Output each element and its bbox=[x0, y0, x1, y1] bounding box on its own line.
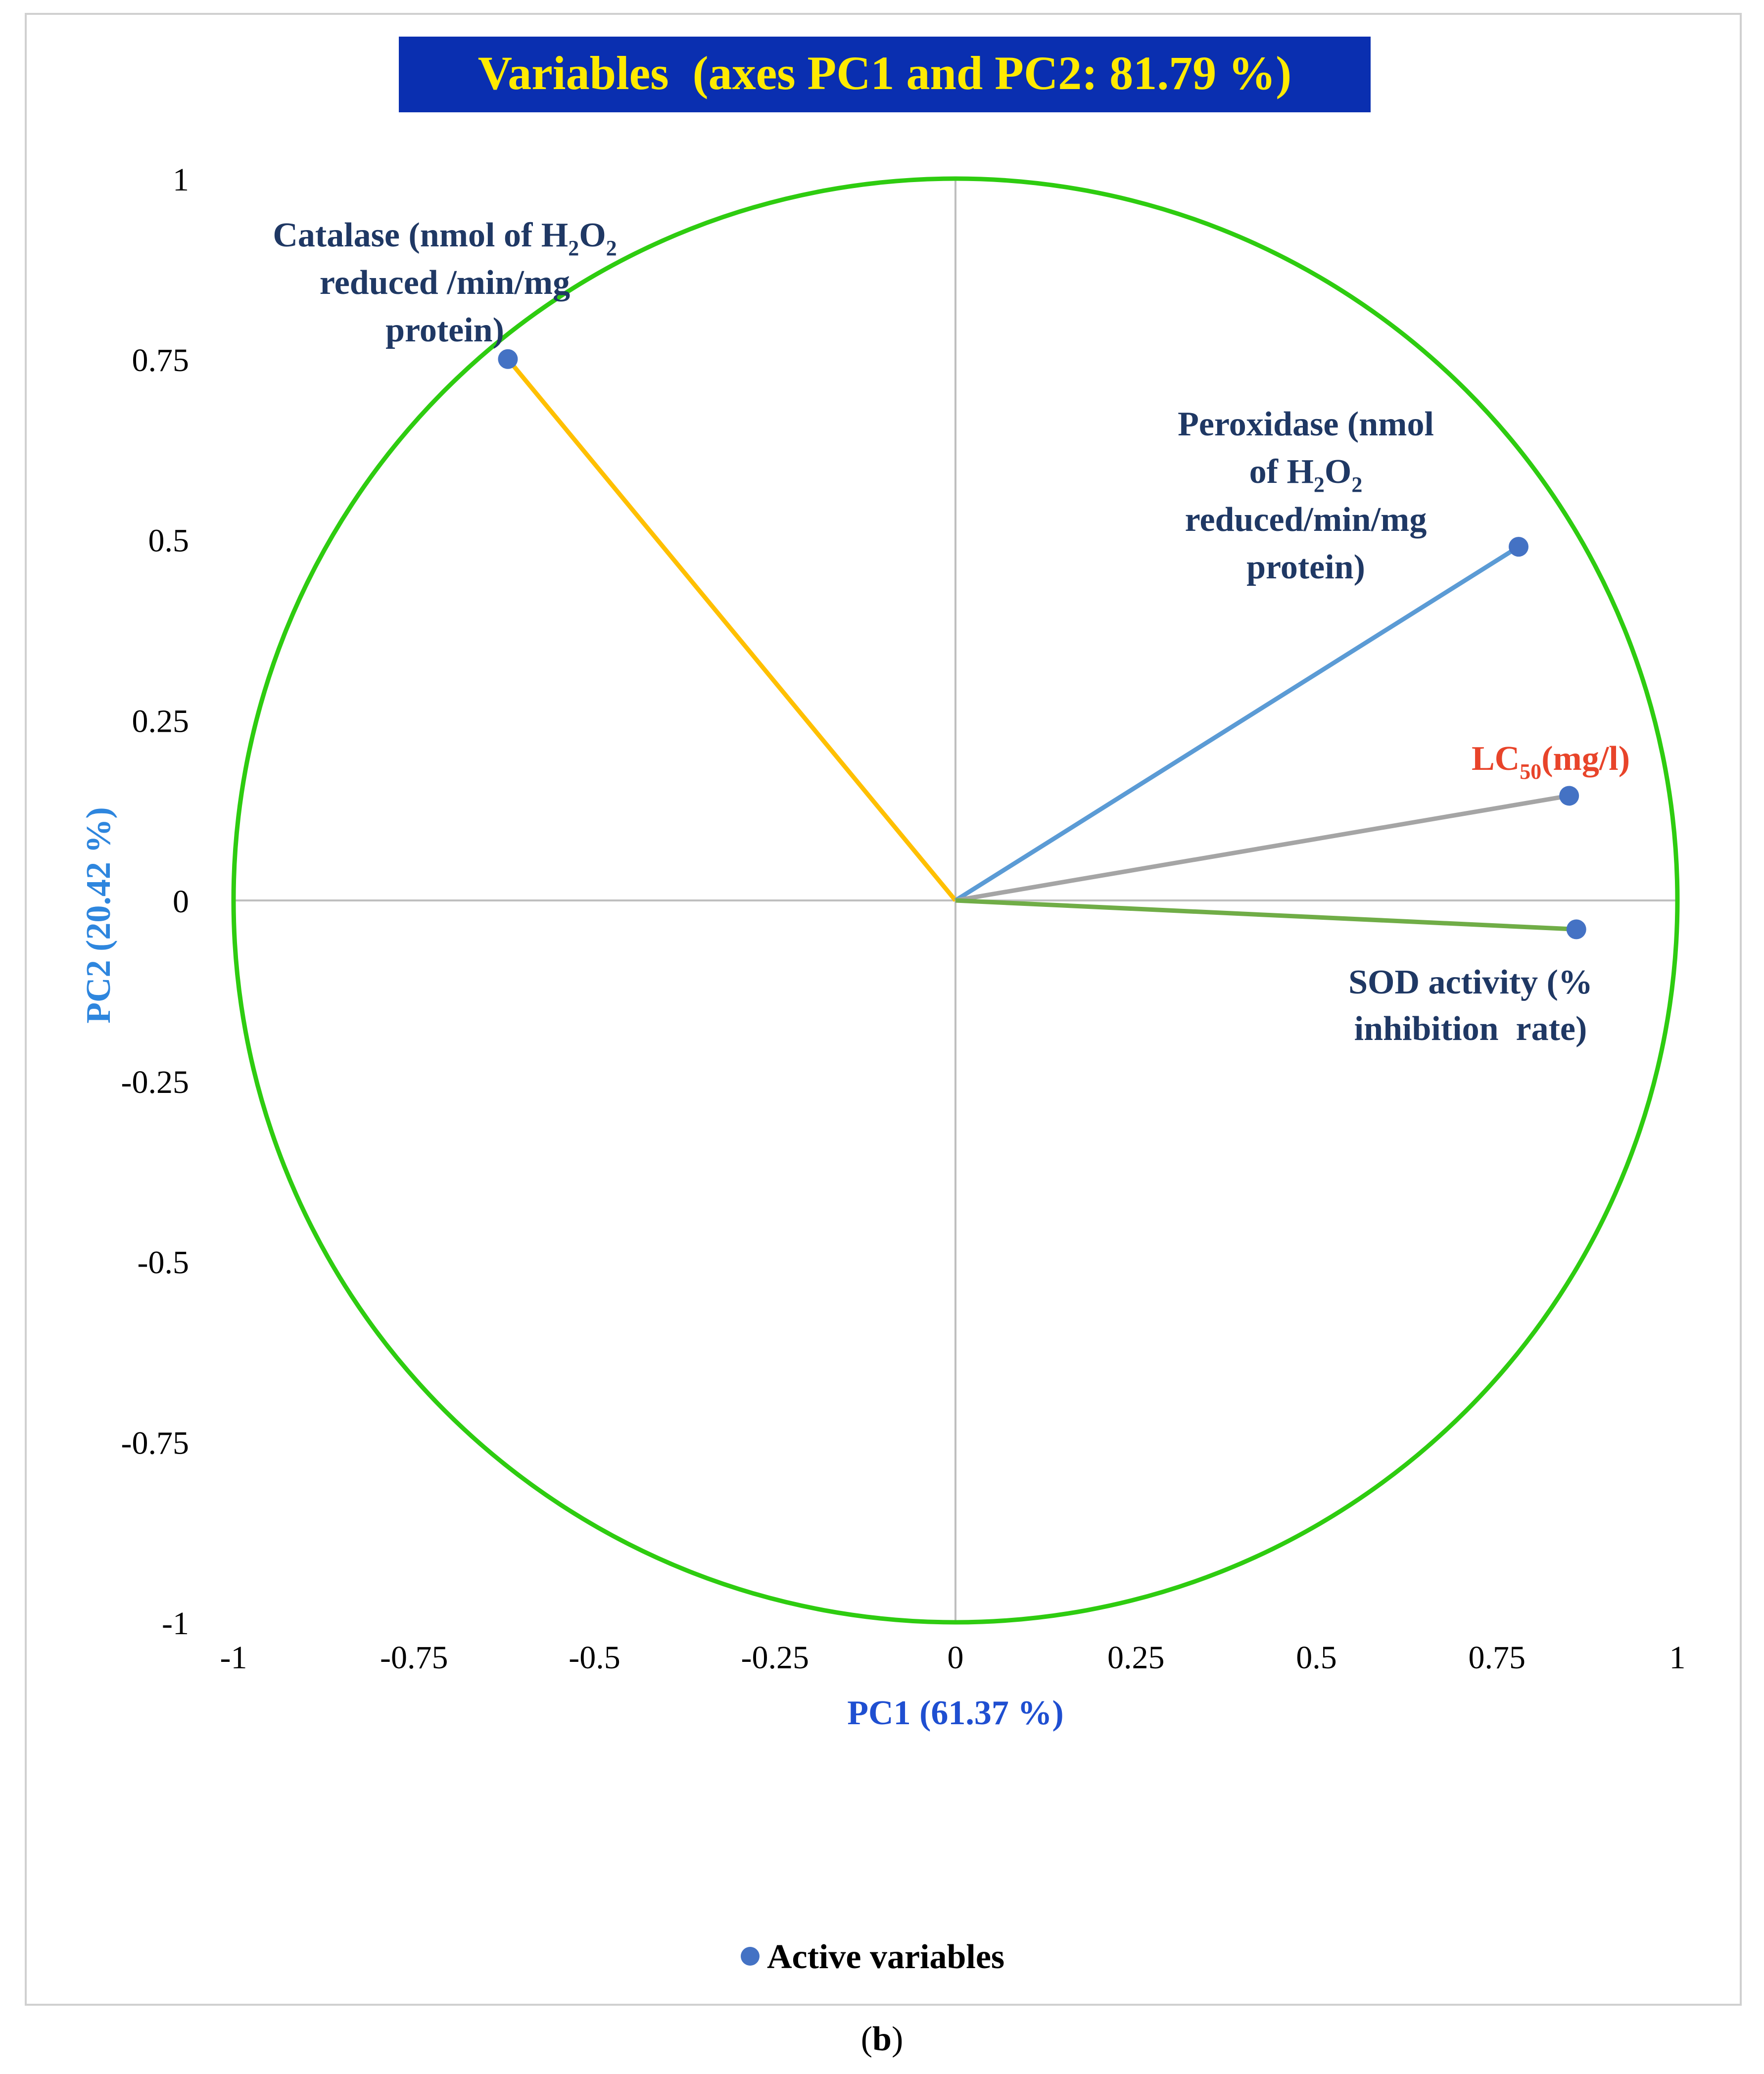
y-tick-label: 0.5 bbox=[148, 523, 190, 559]
x-tick-label: 1 bbox=[1669, 1640, 1686, 1676]
label-catalase: Catalase (nmol of H2O2 reduced /min/mg p… bbox=[273, 216, 617, 349]
y-tick-label: 1 bbox=[173, 162, 189, 198]
vector-catalase bbox=[506, 357, 957, 902]
chart-title: Variables (axes PC1 and PC2: 81.79 %) bbox=[478, 47, 1291, 99]
y-tick-label: -0.25 bbox=[121, 1064, 189, 1100]
y-tick-labels: 1 0.75 0.5 0.25 0 -0.25 -0.5 -0.75 -1 bbox=[121, 162, 189, 1642]
correlation-circle bbox=[231, 176, 1680, 1625]
x-tick-labels: -1 -0.75 -0.5 -0.25 0 0.25 0.5 0.75 1 bbox=[220, 1640, 1686, 1676]
svg-text:of H2O2: of H2O2 bbox=[1249, 453, 1363, 497]
point-peroxidase bbox=[1509, 537, 1529, 557]
point-lc50 bbox=[1559, 786, 1579, 806]
x-tick-label: 0.5 bbox=[1296, 1640, 1337, 1676]
svg-text:protein): protein) bbox=[385, 311, 504, 349]
vector-peroxidase bbox=[954, 545, 1520, 902]
y-tick-label: 0.25 bbox=[132, 703, 190, 739]
svg-text:LC50(mg/l): LC50(mg/l) bbox=[1472, 740, 1630, 784]
point-sod bbox=[1566, 919, 1586, 940]
label-peroxidase: Peroxidase (nmol of H2O2 reduced/min/mg … bbox=[1178, 405, 1434, 586]
svg-text:protein): protein) bbox=[1246, 548, 1365, 586]
legend-label: Active variables bbox=[767, 1938, 1004, 1976]
x-tick-label: 0.25 bbox=[1107, 1640, 1165, 1676]
x-tick-label: 0 bbox=[948, 1640, 964, 1676]
y-tick-label: -0.75 bbox=[121, 1425, 189, 1461]
svg-text:SOD activity (%: SOD activity (% bbox=[1348, 963, 1593, 1001]
label-sod: SOD activity (% inhibition rate) bbox=[1348, 963, 1593, 1048]
x-axis-label: PC1 (61.37 %) bbox=[847, 1694, 1063, 1732]
y-tick-label: 0 bbox=[173, 884, 189, 920]
svg-text:reduced/min/mg: reduced/min/mg bbox=[1185, 501, 1427, 539]
title-box bbox=[399, 37, 1371, 112]
x-tick-label: -0.75 bbox=[380, 1640, 448, 1676]
x-tick-label: -0.5 bbox=[569, 1640, 620, 1676]
y-axis-label: PC2 (20.42 %) bbox=[80, 807, 118, 1023]
pca-chart: Variables (axes PC1 and PC2: 81.79 %) 1 0… bbox=[80, 37, 1686, 1976]
vector-lc50 bbox=[955, 794, 1570, 903]
vector-sod bbox=[955, 898, 1576, 932]
legend-marker bbox=[741, 1947, 760, 1966]
x-tick-label: -0.25 bbox=[741, 1640, 809, 1676]
label-lc50: LC50(mg/l) bbox=[1472, 740, 1630, 784]
x-tick-label: 0.75 bbox=[1469, 1640, 1526, 1676]
svg-text:Catalase (nmol of H2O2: Catalase (nmol of H2O2 bbox=[273, 216, 617, 260]
y-tick-label: 0.75 bbox=[132, 342, 190, 378]
x-tick-label: -1 bbox=[220, 1640, 247, 1676]
y-tick-label: -1 bbox=[162, 1605, 189, 1642]
svg-text:reduced /min/mg: reduced /min/mg bbox=[320, 264, 570, 302]
chart-frame: Variables (axes PC1 and PC2: 81.79 %) 1 0… bbox=[25, 13, 1742, 2006]
point-catalase bbox=[498, 349, 518, 369]
y-tick-label: -0.5 bbox=[138, 1245, 189, 1281]
svg-text:Peroxidase (nmol: Peroxidase (nmol bbox=[1178, 405, 1434, 443]
figure-caption: (b) bbox=[860, 2020, 904, 2058]
svg-text:inhibition rate): inhibition rate) bbox=[1354, 1010, 1587, 1048]
